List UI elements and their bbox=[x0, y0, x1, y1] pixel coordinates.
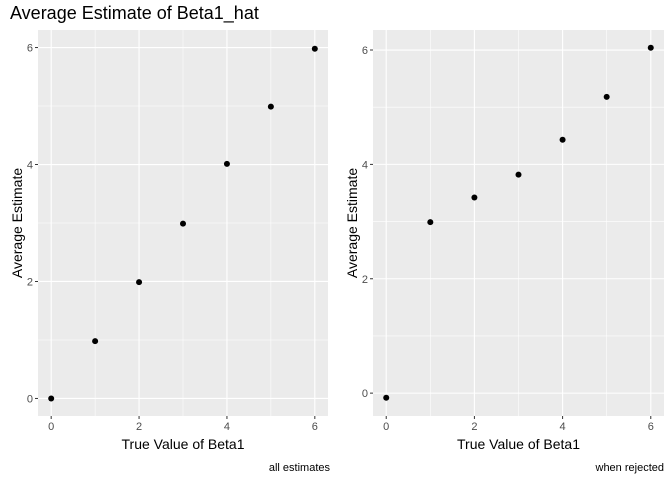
data-point bbox=[92, 338, 99, 345]
data-point bbox=[383, 394, 390, 401]
y-tick-label: 4 bbox=[27, 160, 33, 172]
y-tick-label: 6 bbox=[27, 43, 33, 55]
y-tick-label: 2 bbox=[27, 276, 33, 288]
y-tick-label: 2 bbox=[362, 274, 368, 286]
chart-panel-2: 0 2 4 6 0 2 4 6 True Value of Beta1 Average Estim… bbox=[344, 30, 664, 474]
y-axis-title: Average Estimate bbox=[344, 168, 360, 278]
y-tick-label: 6 bbox=[362, 45, 368, 57]
chart-panel-1: 0 2 4 6 0 2 4 6 True Value of Beta1 Average Estim… bbox=[9, 30, 330, 474]
x-tick-label: 2 bbox=[471, 421, 477, 433]
data-point bbox=[180, 220, 186, 227]
data-point bbox=[427, 219, 434, 226]
x-tick-label: 4 bbox=[224, 421, 230, 433]
x-axis-title: True Value of Beta1 bbox=[457, 436, 580, 452]
data-point bbox=[515, 171, 522, 178]
x-axis-title: True Value of Beta1 bbox=[122, 436, 245, 452]
data-point bbox=[267, 103, 274, 110]
figure-title: Average Estimate of Beta1_hat bbox=[10, 3, 259, 23]
data-point bbox=[559, 136, 566, 143]
y-tick-label: 0 bbox=[27, 393, 33, 405]
y-axis-title: Average Estimate bbox=[9, 168, 25, 278]
x-tick-label: 6 bbox=[648, 421, 654, 433]
y-tick-label: 0 bbox=[362, 388, 368, 400]
x-tick-label: 0 bbox=[48, 421, 54, 433]
data-point bbox=[603, 93, 610, 100]
data-point bbox=[136, 279, 143, 286]
data-point bbox=[471, 194, 478, 201]
x-tick-label: 2 bbox=[136, 421, 142, 433]
data-point bbox=[311, 45, 318, 52]
y-tick-label: 4 bbox=[362, 159, 368, 171]
chart-caption: when rejected bbox=[595, 462, 665, 474]
x-tick-label: 4 bbox=[560, 421, 566, 433]
chart-caption: all estimates bbox=[269, 462, 331, 474]
data-point bbox=[223, 160, 230, 167]
x-tick-label: 0 bbox=[383, 421, 389, 433]
data-point bbox=[647, 44, 654, 51]
data-point bbox=[48, 395, 55, 402]
x-tick-label: 6 bbox=[312, 421, 318, 433]
